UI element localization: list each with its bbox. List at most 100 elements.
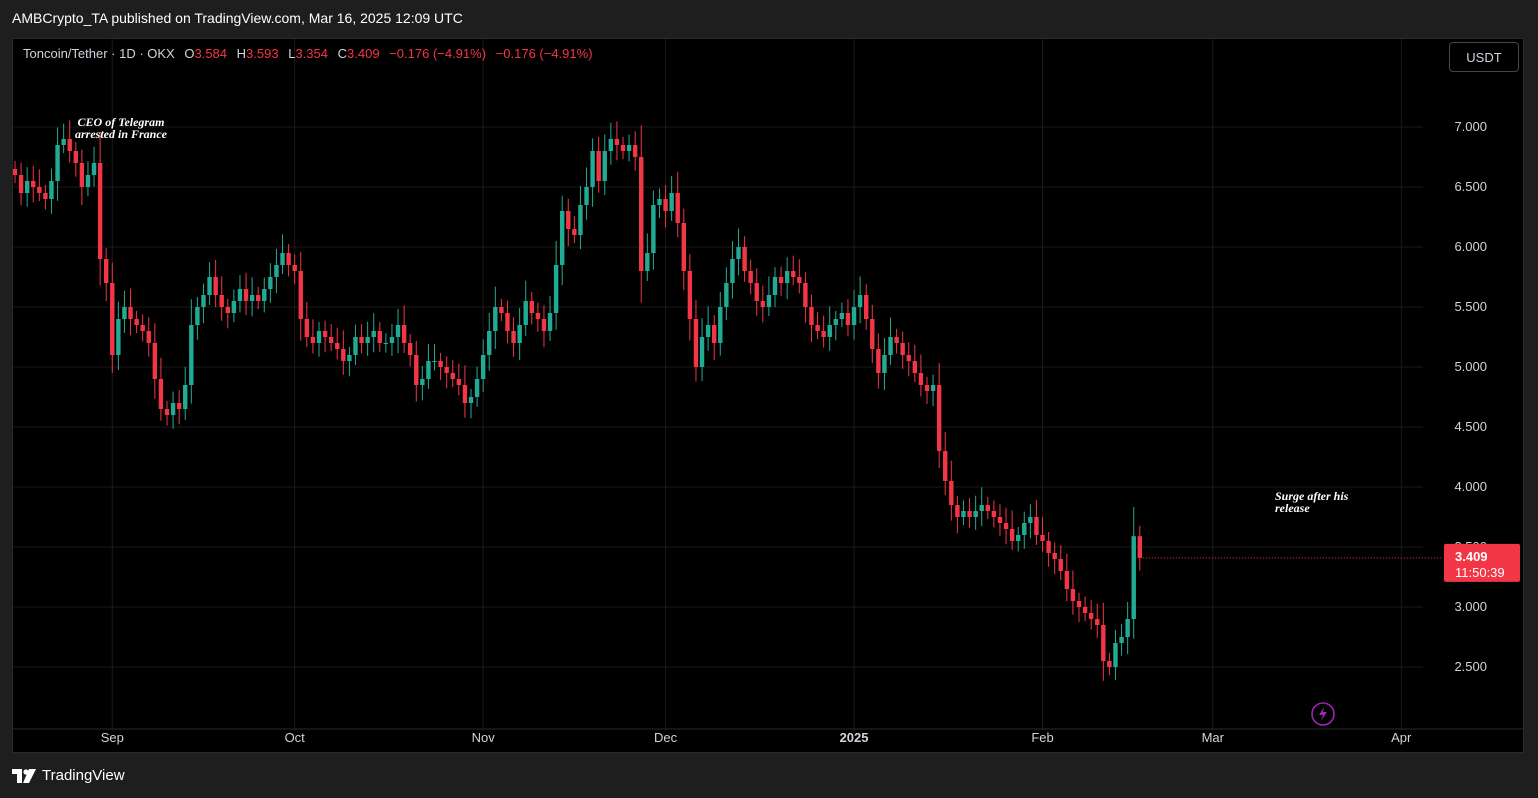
candle-body <box>1003 523 1009 529</box>
candle-body <box>231 301 237 313</box>
y-tick-label: 7.000 <box>1454 119 1487 134</box>
candle-body <box>426 361 431 379</box>
candle-body <box>718 307 723 343</box>
candle-body <box>1058 559 1063 571</box>
symbol-name[interactable]: Toncoin/Tether · 1D · OKX <box>23 46 175 61</box>
candle-body <box>1052 553 1057 559</box>
countdown-label: 11:50:39 <box>1455 565 1505 580</box>
candle-body <box>1064 571 1070 589</box>
candle-body <box>663 199 668 211</box>
candle-body <box>560 211 565 265</box>
candle-body <box>1119 637 1124 643</box>
candle-body <box>304 319 310 337</box>
candle-body <box>335 343 340 349</box>
candle-body <box>815 325 820 331</box>
candle-body <box>61 139 66 145</box>
candle-body <box>237 289 243 301</box>
candle-body <box>383 343 389 344</box>
open-label: O <box>184 46 195 61</box>
candle-body <box>97 163 103 259</box>
open-value: 3.584 <box>194 46 228 61</box>
candle-body <box>462 385 468 403</box>
x-tick-label: Apr <box>1391 730 1412 745</box>
candle-body <box>578 205 583 235</box>
candle-body <box>943 451 948 481</box>
candle-body <box>104 259 109 283</box>
candle-body <box>1076 601 1082 607</box>
candle-body <box>140 325 145 331</box>
change-value-2: −0.176 (−4.91%) <box>495 46 593 61</box>
candle-body <box>602 151 607 181</box>
candle-body <box>122 307 127 319</box>
candle-body <box>754 283 759 301</box>
candle-body <box>1028 517 1033 523</box>
candle-body <box>91 163 97 175</box>
candle-body <box>803 283 808 307</box>
close-label: C <box>337 46 348 61</box>
candle-body <box>31 181 36 187</box>
candle-body <box>176 403 182 409</box>
candle-body <box>1131 536 1136 619</box>
candle-body <box>213 277 218 295</box>
tradingview-logo-icon <box>12 768 36 783</box>
candle-body <box>256 295 261 301</box>
lightning-icon[interactable] <box>1311 702 1335 726</box>
candle-body <box>924 385 930 391</box>
candle-body <box>784 271 790 283</box>
candle-body <box>705 325 711 337</box>
candle-body <box>438 361 443 367</box>
candle-body <box>371 331 376 337</box>
candle-body <box>742 247 747 271</box>
candle-body <box>936 385 942 451</box>
candle-body <box>797 277 802 283</box>
candle-body <box>608 139 614 151</box>
publisher-line: AMBCrypto_TA published on TradingView.co… <box>12 10 463 26</box>
candle-body <box>207 277 212 295</box>
tradingview-brand[interactable]: TradingView <box>12 767 125 784</box>
candle-body <box>553 265 559 313</box>
candle-body <box>590 151 595 187</box>
candle-body <box>535 313 541 319</box>
candle-body <box>979 505 984 511</box>
candle-body <box>1137 536 1142 558</box>
y-tick-label: 5.000 <box>1454 359 1487 374</box>
candle-body <box>420 379 425 385</box>
annotation-line-1: Surge after his <box>1275 489 1349 503</box>
candle-body <box>268 277 273 289</box>
candle-body <box>128 307 133 319</box>
candle-body <box>1016 535 1021 541</box>
candle-body <box>1009 529 1015 541</box>
candle-body <box>37 187 42 193</box>
candle-body <box>298 271 303 319</box>
candle-body <box>1082 607 1088 613</box>
candle-body <box>651 205 656 253</box>
candle-body <box>24 181 30 193</box>
candle-body <box>468 397 474 403</box>
candle-body <box>183 385 188 409</box>
currency-button[interactable]: USDT <box>1449 42 1519 72</box>
candle-body <box>353 337 358 355</box>
candle-body <box>292 265 297 271</box>
candle-body <box>152 343 158 379</box>
low-label: L <box>288 46 296 61</box>
candle-body <box>189 325 194 385</box>
candle-body <box>18 175 24 193</box>
candle-body <box>110 283 115 355</box>
candle-body <box>286 253 291 265</box>
candle-body <box>170 403 176 415</box>
candle-body <box>778 277 784 283</box>
x-tick-label: Dec <box>654 730 678 745</box>
candle-body <box>219 295 224 307</box>
candle-body <box>249 295 255 301</box>
candle-body <box>547 313 553 331</box>
candle-body <box>906 355 911 361</box>
candle-body <box>821 331 826 337</box>
chart-panel[interactable]: CEO of Telegram arrested in France Surge a… <box>12 38 1524 753</box>
candle-body <box>614 139 620 145</box>
candle-body <box>620 145 626 151</box>
candle-body <box>541 319 547 331</box>
candle-body <box>949 481 954 505</box>
candle-body <box>736 247 741 259</box>
high-value: 3.593 <box>246 46 279 61</box>
